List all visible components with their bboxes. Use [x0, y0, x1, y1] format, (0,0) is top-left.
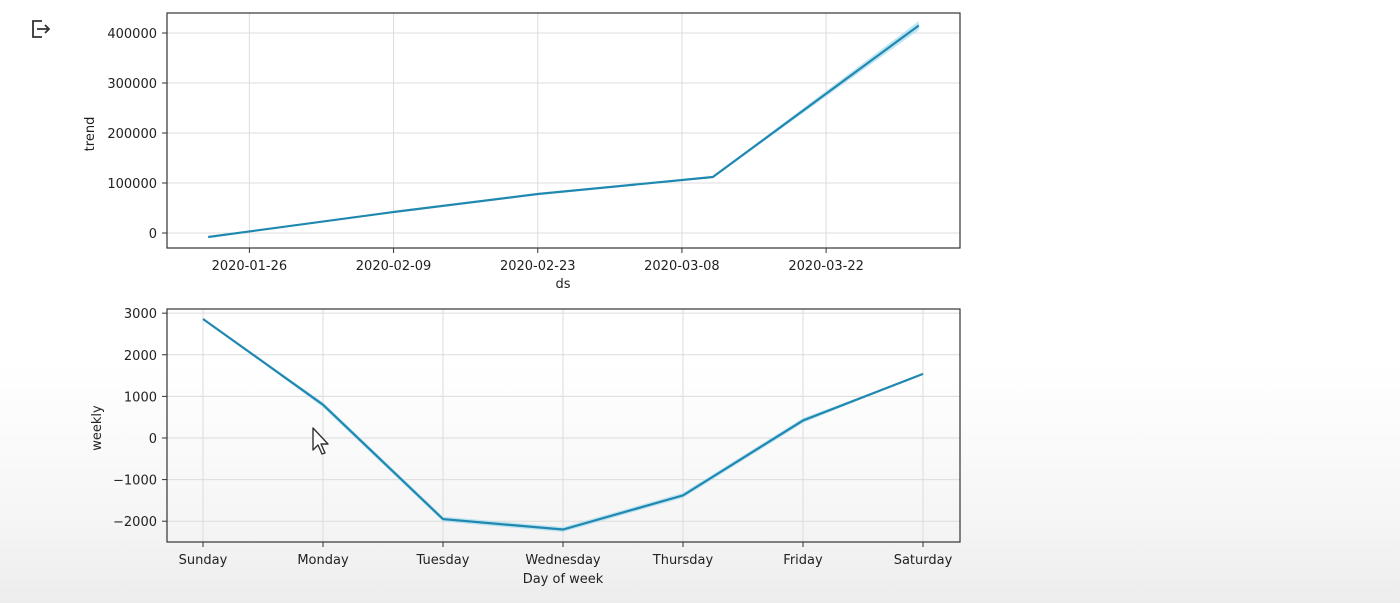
- weekly-y-tick-label: −1000: [113, 474, 157, 489]
- weekly-y-tick-label: 1000: [124, 390, 157, 405]
- trend-y-tick-label: 300000: [107, 77, 157, 92]
- trend-x-axis-label: ds: [555, 277, 570, 292]
- trend-x-tick-label: 2020-01-26: [212, 259, 288, 274]
- trend-x-tick-label: 2020-02-23: [500, 259, 576, 274]
- weekly-y-ticks: −2000 −1000 0 1000 2000 3000: [113, 307, 167, 530]
- weekly-x-ticks: Sunday Monday Tuesday Wednesday Thursday Frid…: [179, 542, 953, 568]
- weekly-x-axis-label: Day of week: [523, 572, 604, 587]
- trend-y-ticks: 0 100000 200000 300000 400000: [107, 27, 167, 242]
- trend-x-tick-label: 2020-02-09: [356, 259, 432, 274]
- weekly-y-tick-label: 0: [149, 432, 157, 447]
- weekly-x-tick-label: Friday: [783, 553, 823, 568]
- trend-y-axis-label: trend: [83, 117, 98, 152]
- trend-grid: [167, 13, 960, 248]
- weekly-y-axis-label: weekly: [90, 405, 105, 451]
- trend-plot-frame: [166, 12, 961, 249]
- weekly-grid: [167, 309, 960, 542]
- output-redirect-icon[interactable]: [28, 16, 54, 42]
- trend-y-tick-label: 200000: [107, 127, 157, 142]
- weekly-x-tick-label: Thursday: [652, 553, 714, 568]
- weekly-line: [202, 318, 924, 531]
- trend-x-tick-label: 2020-03-08: [644, 259, 720, 274]
- trend-line: [208, 24, 920, 239]
- weekly-y-tick-label: −2000: [113, 515, 157, 530]
- weekly-band-area: [203, 318, 923, 533]
- weekly-x-tick-label: Saturday: [894, 553, 953, 568]
- weekly-x-tick-label: Wednesday: [525, 553, 601, 568]
- weekly-uncertainty-band: [203, 318, 923, 533]
- mouse-pointer-icon: [312, 427, 329, 455]
- weekly-y-tick-label: 2000: [124, 349, 157, 364]
- trend-x-ticks: 2020-01-26 2020-02-09 2020-02-23 2020-03-08…: [212, 248, 864, 274]
- weekly-series-line: [202, 318, 924, 531]
- trend-x-tick-label: 2020-03-22: [788, 259, 864, 274]
- weekly-x-tick-label: Tuesday: [416, 553, 470, 568]
- weekly-x-tick-label: Monday: [297, 553, 349, 568]
- trend-y-tick-label: 400000: [107, 27, 157, 42]
- trend-y-tick-label: 100000: [107, 177, 157, 192]
- trend-y-tick-label: 0: [149, 227, 157, 242]
- weekly-x-tick-label: Sunday: [179, 553, 228, 568]
- trend-series-line: [208, 24, 920, 239]
- weekly-y-tick-label: 3000: [124, 307, 157, 322]
